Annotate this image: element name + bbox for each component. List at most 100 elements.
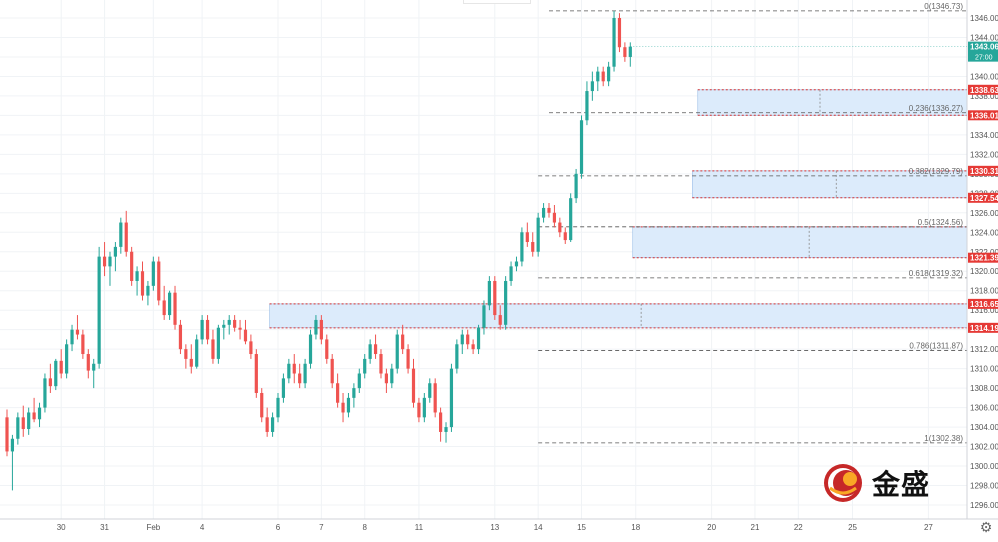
- candle-body: [504, 280, 508, 325]
- candle-body: [579, 120, 584, 174]
- y-tick-label: 1318.00: [970, 287, 998, 296]
- candle-body: [260, 392, 264, 418]
- y-tick-label: 1304.00: [970, 423, 998, 432]
- x-tick-label: 11: [415, 523, 424, 532]
- fib-level-label: 0.382(1329.79): [909, 167, 964, 176]
- candle-body: [249, 341, 253, 355]
- candle-body: [585, 91, 589, 121]
- candle-body: [200, 319, 204, 340]
- candle-body: [449, 368, 454, 428]
- zone-price-tag: [968, 165, 998, 176]
- candle-body: [119, 222, 123, 247]
- zone-price-tag: [968, 192, 998, 203]
- candle-body: [558, 222, 562, 233]
- y-tick-label: 1334.00: [970, 131, 998, 140]
- candle-body: [233, 319, 237, 328]
- y-tick-label: 1344.00: [970, 33, 998, 42]
- y-tick-label: 1310.00: [970, 365, 998, 374]
- candle-body: [476, 327, 481, 350]
- candle-body: [189, 358, 193, 367]
- brand-logo-text: 金盛: [872, 468, 931, 501]
- fib-level-label: 0.618(1319.32): [909, 269, 964, 278]
- candle-body: [493, 280, 497, 316]
- candle-body: [48, 378, 52, 387]
- support-resistance-zone: [692, 170, 968, 199]
- candle-body: [314, 319, 318, 335]
- candle-body: [487, 280, 491, 306]
- y-tick-label: 1300.00: [970, 462, 998, 471]
- fib-level-label: 0.5(1324.56): [918, 218, 964, 227]
- candle-body: [552, 212, 557, 223]
- candle-body: [547, 207, 551, 213]
- candle-body: [75, 329, 80, 335]
- y-tick-label: 1306.00: [970, 404, 998, 413]
- x-tick-label: 15: [577, 523, 586, 532]
- candle-body: [390, 368, 394, 384]
- candle-body: [384, 373, 388, 384]
- candle-body: [330, 358, 334, 384]
- candle-body: [596, 71, 600, 82]
- x-tick-label: 22: [794, 523, 803, 532]
- candle-body: [216, 327, 220, 359]
- candle-body: [108, 256, 112, 267]
- zone-price-tag: [968, 322, 998, 333]
- candle-body: [601, 71, 605, 82]
- candle-body: [102, 256, 107, 267]
- candle-body: [455, 344, 459, 369]
- candle-body: [184, 349, 188, 359]
- candle-body: [124, 222, 128, 252]
- candle-body: [617, 18, 622, 48]
- candle-body: [86, 354, 90, 371]
- candle-body: [471, 344, 475, 350]
- support-resistance-zone: [269, 303, 968, 329]
- candle-body: [368, 344, 372, 359]
- y-tick-label: 1346.00: [970, 14, 998, 23]
- candle-body: [336, 383, 340, 403]
- candle-body: [205, 319, 210, 340]
- gear-icon[interactable]: ⚙: [979, 520, 993, 536]
- candle-body: [27, 412, 31, 430]
- candle-body: [59, 360, 63, 374]
- candle-body: [270, 417, 275, 432]
- candle-body: [444, 427, 448, 432]
- candle-body: [520, 232, 524, 262]
- y-tick-label: 1316.00: [970, 306, 998, 315]
- candle-body: [411, 368, 416, 403]
- candle-body: [287, 363, 291, 379]
- candle-body: [130, 251, 134, 281]
- x-tick-label: 25: [848, 523, 857, 532]
- candle-body: [607, 66, 611, 82]
- x-tick-label: 7: [319, 523, 324, 532]
- zone-price-tag-label: 1327.54: [970, 194, 998, 203]
- x-tick-label: 18: [631, 523, 640, 532]
- candle-body: [168, 292, 172, 316]
- candle-body: [401, 334, 405, 350]
- candle-body: [536, 217, 540, 252]
- brand-logo-mark: [824, 464, 862, 502]
- candle-body: [379, 354, 383, 374]
- candle-body: [439, 412, 443, 432]
- x-tick-label: 31: [100, 523, 109, 532]
- zone-price-tag: [968, 110, 998, 121]
- fib-level-label: 0.786(1311.87): [909, 341, 963, 350]
- candle-body: [433, 383, 437, 413]
- candle-body: [173, 292, 177, 325]
- candle-body: [97, 256, 101, 364]
- y-tick-label: 1320.00: [970, 267, 998, 276]
- candle-body: [265, 417, 269, 432]
- x-tick-label: 27: [924, 523, 933, 532]
- candle-body: [373, 344, 378, 355]
- candle-body: [65, 344, 69, 374]
- candle-body: [623, 47, 627, 57]
- zone-price-tag-label: 1314.19: [970, 324, 998, 333]
- zone-price-tag-label: 1316.65: [970, 300, 998, 309]
- y-tick-label: 1340.00: [970, 72, 998, 81]
- candle-body: [43, 378, 47, 408]
- candle-body: [406, 349, 410, 369]
- x-tick-label: 4: [200, 523, 205, 532]
- y-tick-label: 1308.00: [970, 384, 998, 393]
- support-resistance-zone: [697, 89, 968, 116]
